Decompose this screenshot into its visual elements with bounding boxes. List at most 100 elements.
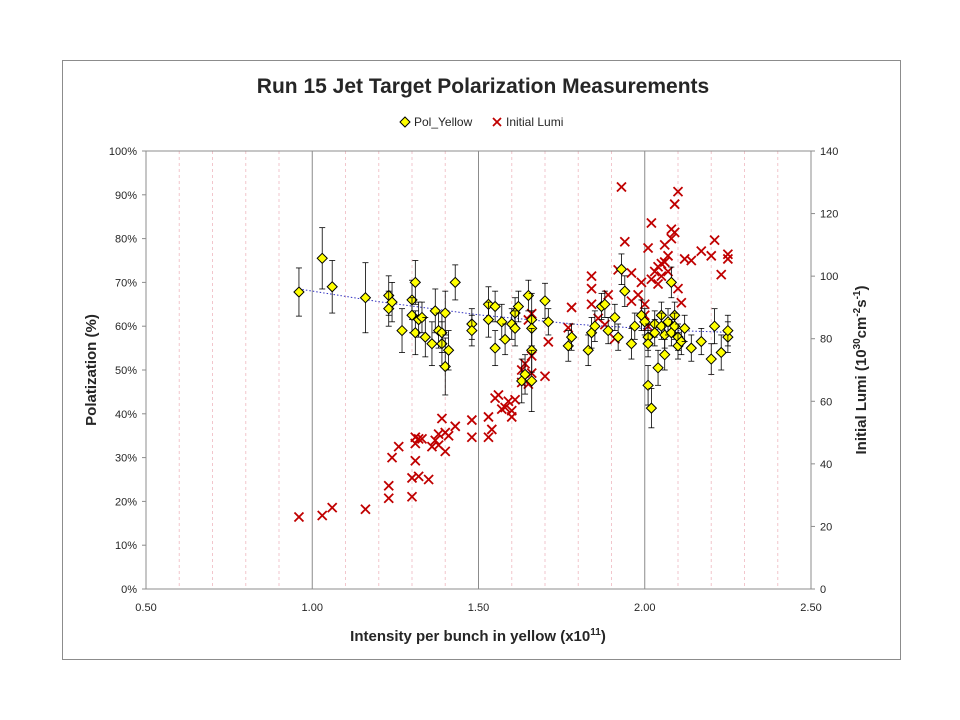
lumi-point-stroke bbox=[413, 433, 424, 444]
pol-marker bbox=[665, 276, 678, 289]
lumi-point-stroke bbox=[493, 389, 504, 401]
lumi-point bbox=[636, 277, 647, 288]
lumi-point bbox=[722, 253, 734, 265]
y2-tick-label: 140 bbox=[820, 146, 838, 158]
pol-marker bbox=[695, 335, 707, 348]
lumi-point bbox=[483, 411, 494, 423]
lumi-point bbox=[669, 199, 680, 210]
pol-point bbox=[612, 323, 624, 351]
pol-marker bbox=[293, 286, 305, 298]
pol-point bbox=[695, 327, 707, 356]
x-axis-ticks: 0.50 1.00 1.50 2.00 2.50 bbox=[135, 602, 821, 614]
lumi-point bbox=[499, 402, 511, 413]
y-tick-label: 40% bbox=[115, 409, 137, 421]
lumi-point bbox=[410, 455, 421, 466]
lumi-point bbox=[506, 411, 517, 423]
lumi-point-stroke bbox=[293, 511, 305, 523]
pol-point bbox=[599, 290, 611, 318]
lumi-point bbox=[616, 181, 627, 193]
lumi-point bbox=[656, 271, 667, 282]
pol-point bbox=[645, 387, 658, 429]
legend-label-initial-lumi: Initial Lumi bbox=[506, 115, 563, 129]
lumi-point-stroke bbox=[539, 371, 551, 382]
legend-marker-initial-lumi bbox=[492, 117, 502, 127]
lumi-point bbox=[716, 269, 727, 280]
y-tick-label: 80% bbox=[115, 234, 137, 246]
pol-point bbox=[722, 314, 734, 347]
y-tick-label: 100% bbox=[109, 146, 137, 158]
y-tick-label: 60% bbox=[115, 321, 137, 333]
lumi-point bbox=[586, 299, 597, 310]
pol-marker bbox=[542, 316, 555, 328]
lumi-point bbox=[686, 255, 697, 266]
series-pol-yellow bbox=[293, 227, 734, 429]
pol-marker bbox=[316, 252, 328, 265]
lumi-point-stroke bbox=[440, 446, 451, 457]
pol-marker bbox=[625, 338, 638, 350]
lumi-point-stroke bbox=[386, 452, 398, 463]
lumi-point-stroke bbox=[410, 455, 421, 466]
lumi-point bbox=[383, 493, 394, 504]
lumi-point-stroke bbox=[436, 413, 448, 424]
pol-marker bbox=[489, 300, 501, 313]
pol-marker bbox=[326, 281, 338, 293]
lumi-point-stroke bbox=[413, 471, 424, 482]
lumi-point-stroke bbox=[716, 269, 727, 280]
lumi-point-stroke bbox=[616, 181, 627, 193]
lumi-point-stroke bbox=[443, 430, 454, 441]
pol-point bbox=[629, 312, 641, 340]
pol-marker bbox=[482, 313, 495, 326]
pol-marker bbox=[645, 402, 658, 414]
lumi-point-stroke bbox=[406, 472, 418, 484]
lumi-point bbox=[327, 502, 338, 513]
lumi-point bbox=[632, 289, 644, 301]
lumi-point bbox=[440, 446, 451, 457]
pol-point bbox=[386, 281, 398, 323]
pol-point bbox=[539, 282, 551, 319]
lumi-point-stroke bbox=[327, 502, 338, 513]
chart-frame: Run 15 Jet Target Polarization Measureme… bbox=[62, 60, 901, 660]
pol-marker bbox=[386, 296, 398, 308]
pol-point bbox=[665, 266, 678, 299]
lumi-point-stroke bbox=[483, 411, 494, 423]
lumi-point-stroke bbox=[423, 474, 434, 485]
pol-marker bbox=[649, 327, 661, 339]
lumi-point bbox=[672, 283, 684, 294]
lumi-point-stroke bbox=[659, 256, 670, 268]
lumi-point-stroke bbox=[466, 414, 477, 426]
y-tick-label: 50% bbox=[115, 365, 137, 377]
y2-axis-ticks: 0 20 40 60 80 100 120 140 bbox=[811, 146, 838, 596]
lumi-point-stroke bbox=[450, 421, 461, 432]
lumi-point-stroke bbox=[696, 245, 707, 257]
lumi-point-stroke bbox=[669, 227, 680, 238]
pol-point bbox=[512, 290, 525, 323]
y2-axis-label: Initial Lumi (1030cm-2s-1) bbox=[852, 286, 870, 455]
x-tick-label: 1.00 bbox=[302, 602, 323, 614]
pol-point bbox=[439, 290, 451, 336]
lumi-point-stroke bbox=[652, 278, 664, 290]
pol-marker bbox=[708, 320, 721, 332]
pol-marker bbox=[602, 324, 614, 337]
pol-point bbox=[416, 301, 428, 334]
y-tick-label: 20% bbox=[115, 496, 137, 508]
x-tick-label: 2.50 bbox=[800, 602, 821, 614]
pol-point bbox=[602, 317, 614, 345]
pol-point bbox=[442, 330, 455, 371]
lumi-point-stroke bbox=[706, 250, 717, 261]
legend-label-pol-yellow: Pol_Yellow bbox=[414, 115, 473, 129]
lumi-point bbox=[646, 217, 657, 229]
pol-point bbox=[466, 314, 478, 347]
lumi-point bbox=[317, 510, 328, 521]
y2-tick-label: 20 bbox=[820, 521, 832, 533]
pol-marker bbox=[449, 276, 461, 289]
y2-tick-label: 120 bbox=[820, 209, 838, 221]
lumi-point-stroke bbox=[586, 271, 597, 282]
lumi-point-stroke bbox=[430, 435, 441, 446]
pol-marker bbox=[705, 353, 717, 365]
lumi-point bbox=[413, 433, 424, 444]
pol-point bbox=[359, 262, 372, 334]
pol-marker bbox=[658, 348, 671, 361]
pol-point bbox=[589, 310, 601, 342]
pol-point bbox=[293, 267, 305, 317]
lumi-point-stroke bbox=[669, 199, 680, 210]
